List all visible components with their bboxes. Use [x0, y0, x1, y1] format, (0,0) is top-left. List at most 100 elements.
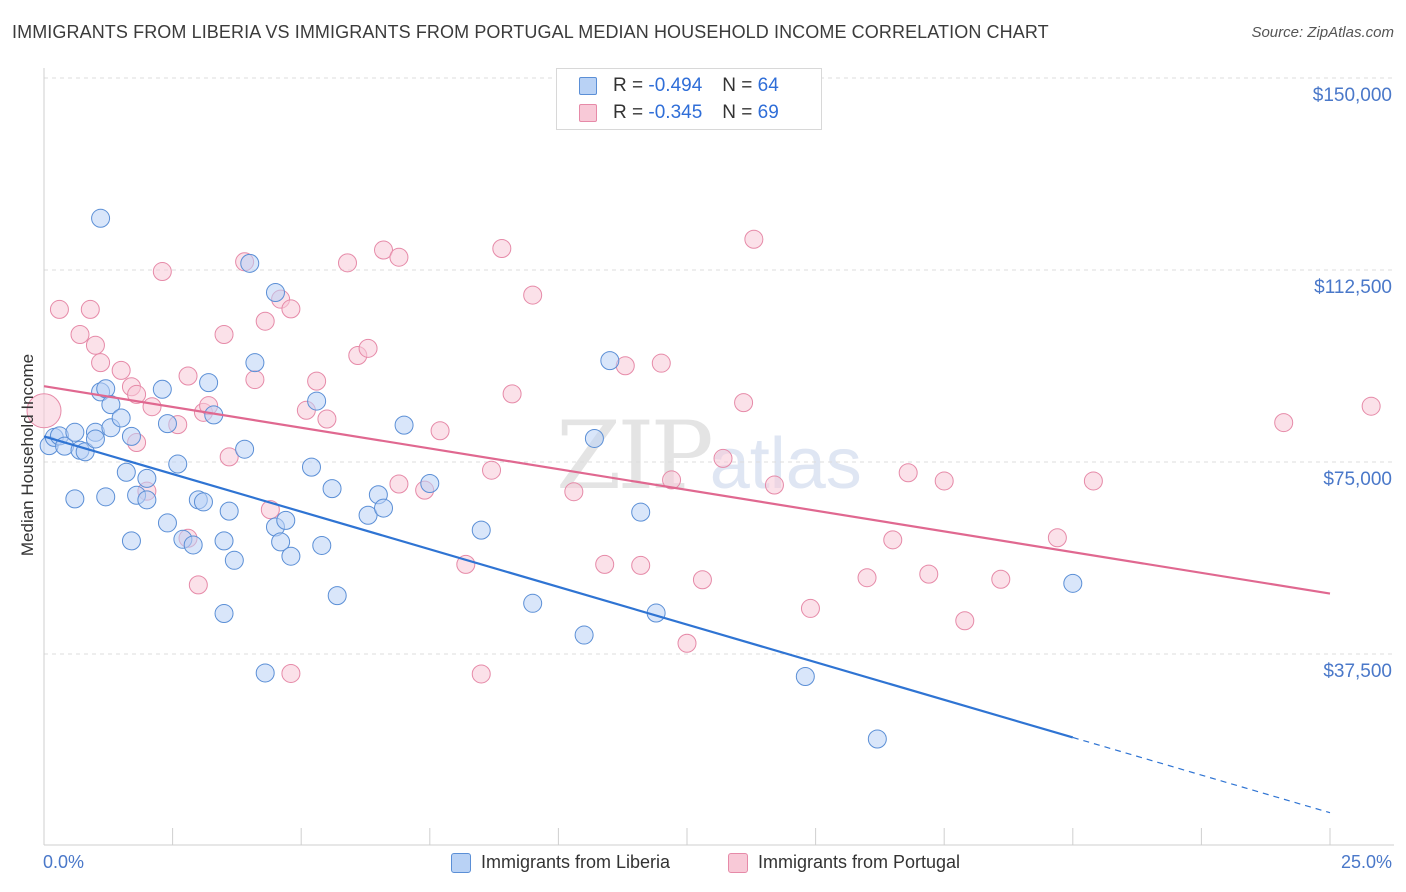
liberia-point [322, 479, 342, 499]
portugal-point [85, 335, 105, 355]
liberia-point [121, 426, 141, 446]
x-tick-label-max: 25.0% [1340, 852, 1392, 872]
liberia-point [301, 457, 321, 477]
legend-label: Immigrants from Liberia [481, 852, 671, 872]
portugal-point [677, 633, 697, 653]
portugal-swatch [728, 852, 748, 873]
axes [43, 68, 1394, 846]
portugal-point [595, 554, 615, 574]
portugal-point [358, 338, 378, 358]
portugal-point [214, 325, 234, 345]
portugal-point [70, 325, 90, 345]
portugal-point [934, 471, 954, 491]
liberia-point [116, 462, 136, 482]
liberia-point [420, 474, 440, 494]
portugal-point [523, 285, 543, 305]
portugal-point [662, 470, 682, 490]
portugal-point [471, 664, 491, 684]
portugal-point [631, 555, 651, 575]
r-value: -0.494 [648, 75, 703, 96]
legend-item-liberia[interactable]: Immigrants from Liberia [451, 852, 670, 873]
liberia-point [193, 492, 213, 512]
liberia-point [281, 546, 301, 566]
portugal-point [389, 474, 409, 494]
source-label: Source: ZipAtlas.com [1251, 24, 1394, 41]
liberia-point [214, 604, 234, 624]
liberia-point [795, 667, 815, 687]
portugal-point [219, 447, 239, 467]
portugal-point [744, 229, 764, 249]
liberia-point [96, 487, 116, 507]
portugal-point [651, 353, 671, 373]
y-axis-label: Median Household Income [18, 353, 37, 557]
portugal-point [337, 253, 357, 273]
y-tick-label: $150,000 [1312, 85, 1392, 106]
r-label: R = [613, 75, 644, 96]
r-label: R = [613, 102, 644, 123]
legend-label: Immigrants from Portugal [758, 852, 961, 872]
liberia-point [584, 428, 604, 448]
liberia-point [219, 501, 239, 521]
portugal-point [255, 311, 275, 331]
portugal-point [389, 247, 409, 267]
portugal-point [482, 460, 502, 480]
liberia-point [574, 625, 594, 645]
n-value: 64 [757, 75, 779, 96]
liberia-point [224, 550, 244, 570]
liberia-point [245, 353, 265, 373]
portugal-trend-line [43, 385, 1331, 595]
portugal-point [883, 530, 903, 550]
portugal-point [260, 500, 280, 520]
correlation-legend: R = -0.494 N = 64 R = -0.345 N = 69 [556, 68, 822, 130]
watermark-atlas: atlas [709, 424, 862, 504]
liberia-point [214, 531, 234, 551]
portugal-point [374, 240, 394, 260]
portugal-point [713, 448, 733, 468]
liberia-point [374, 498, 394, 518]
portugal-point [307, 371, 327, 391]
liberia-point [523, 593, 543, 613]
y-tick-label: $37,500 [1323, 661, 1392, 682]
portugal-point [142, 397, 162, 417]
portugal-point [764, 475, 784, 495]
portugal-point [1047, 528, 1067, 548]
portugal-point [281, 299, 301, 319]
liberia-point [157, 513, 177, 533]
liberia-point [631, 502, 651, 522]
liberia-point [307, 391, 327, 411]
portugal-point [456, 554, 476, 574]
liberia-point [183, 535, 203, 555]
trend-lines [43, 385, 1331, 814]
liberia-point [199, 373, 219, 393]
portugal-point [955, 611, 975, 631]
portugal-point [898, 463, 918, 483]
portugal-point [734, 393, 754, 413]
liberia-point [137, 490, 157, 510]
liberia-point [276, 510, 296, 530]
portugal-point [692, 570, 712, 590]
portugal-point [564, 482, 584, 502]
portugal-point [1274, 413, 1294, 433]
portugal-point [281, 663, 301, 683]
portugal-swatch [579, 104, 597, 122]
liberia-point [85, 429, 105, 449]
portugal-points [26, 229, 1381, 684]
liberia-point [101, 395, 121, 415]
liberia-points [39, 208, 1083, 749]
portugal-point [245, 370, 265, 390]
liberia-swatch [579, 77, 597, 95]
liberia-swatch [451, 852, 471, 873]
liberia-point [394, 415, 414, 435]
legend-item-portugal[interactable]: Immigrants from Portugal [728, 852, 960, 873]
portugal-point [492, 238, 512, 258]
portugal-point [80, 299, 100, 319]
portugal-point [502, 384, 522, 404]
liberia-point [91, 208, 111, 228]
liberia-point [168, 454, 188, 474]
liberia-point [152, 379, 172, 399]
portugal-point [91, 353, 111, 373]
legend-row-liberia: R = -0.494 N = 64 [579, 73, 779, 99]
liberia-point [271, 532, 291, 552]
y-tick-label: $75,000 [1323, 469, 1392, 490]
liberia-point [867, 729, 887, 749]
